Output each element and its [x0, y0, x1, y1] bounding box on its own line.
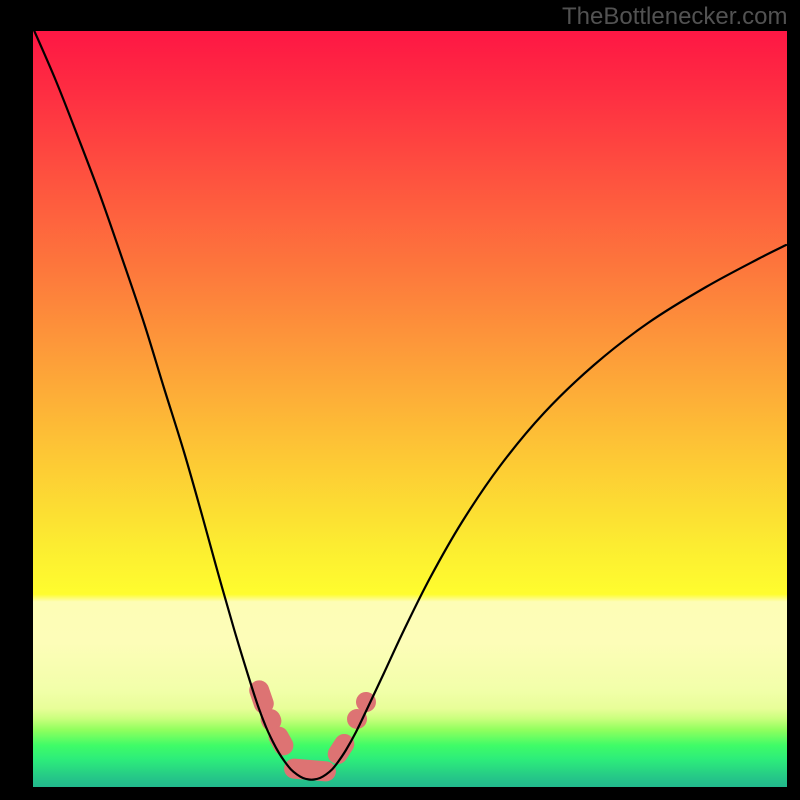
frame-right: [787, 0, 800, 800]
gradient-background: [33, 31, 787, 787]
frame-bottom: [0, 787, 800, 800]
bottleneck-chart: [0, 0, 800, 800]
watermark-text: TheBottlenecker.com: [562, 3, 787, 31]
frame-left: [0, 0, 33, 800]
